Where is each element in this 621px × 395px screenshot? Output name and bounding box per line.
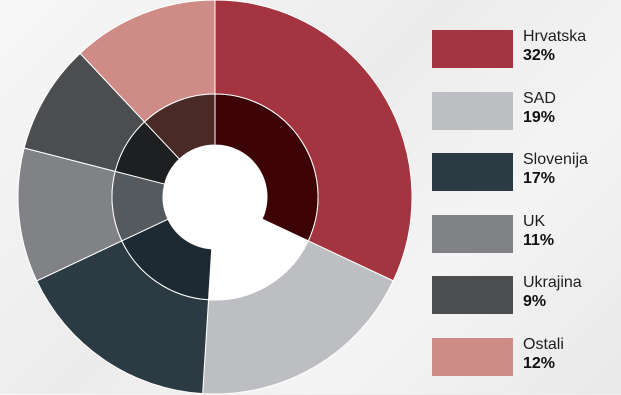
legend-item-hrvatska: Hrvatska 32% <box>432 26 621 88</box>
legend-label-sad: SAD <box>523 90 556 108</box>
legend-swatch-slovenija <box>432 153 513 191</box>
legend-swatch-sad <box>432 92 513 130</box>
legend-value-ostali: 12% <box>523 355 555 373</box>
legend-value-hrvatska: 32% <box>523 47 555 65</box>
legend-item-ostali: Ostali 12% <box>432 334 621 395</box>
legend-value-sad: 19% <box>523 109 555 127</box>
donut-hole <box>163 145 267 249</box>
legend-swatch-hrvatska <box>432 30 513 68</box>
legend-item-ukrajina: Ukrajina 9% <box>432 272 621 334</box>
legend-label-ukrajina: Ukrajina <box>523 274 582 292</box>
legend-swatch-uk <box>432 215 513 253</box>
donut-chart <box>0 0 432 394</box>
legend-item-uk: UK 11% <box>432 211 621 273</box>
legend-label-slovenija: Slovenija <box>523 151 588 169</box>
chart-legend: Hrvatska 32% SAD 19% Slovenija 17% UK 11… <box>432 26 621 395</box>
legend-label-hrvatska: Hrvatska <box>523 28 586 46</box>
legend-swatch-ukrajina <box>432 276 513 314</box>
legend-value-uk: 11% <box>523 232 554 250</box>
legend-item-sad: SAD 19% <box>432 88 621 150</box>
legend-label-ostali: Ostali <box>523 336 564 354</box>
legend-label-uk: UK <box>523 213 545 231</box>
legend-swatch-ostali <box>432 338 513 376</box>
legend-value-ukrajina: 9% <box>523 293 546 311</box>
legend-item-slovenija: Slovenija 17% <box>432 149 621 211</box>
legend-value-slovenija: 17% <box>523 170 555 188</box>
